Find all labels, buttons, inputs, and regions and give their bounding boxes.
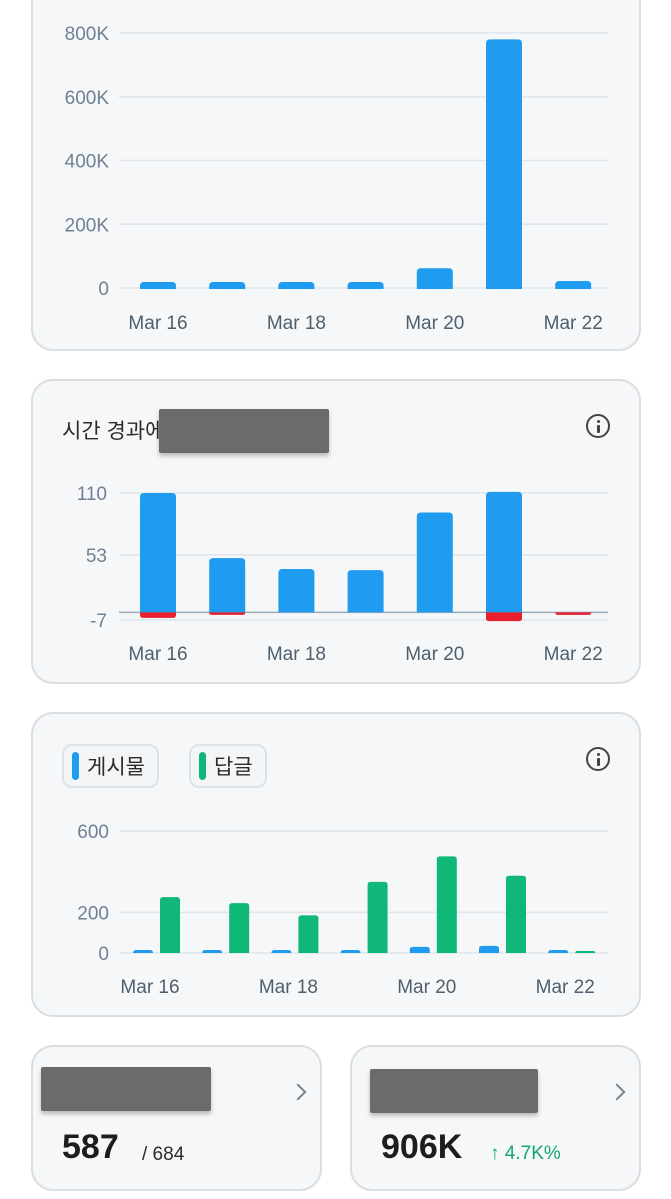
bar-replies — [298, 915, 319, 953]
redacted-label-block — [41, 1067, 211, 1111]
chevron-right-icon[interactable] — [608, 1083, 626, 1101]
stat-card-1[interactable]: 587 / 684 — [31, 1045, 322, 1191]
stat-change: ↑ 4.7K% — [490, 1143, 561, 1164]
y-tick-label: 0 — [98, 944, 109, 965]
x-tick-label: Mar 20 — [397, 977, 456, 998]
legend-label-replies: 답글 — [214, 756, 253, 779]
bar-posts — [271, 950, 292, 953]
chart-card-1: 0 200K 400K 600K 800K Mar 16 Mar 18 Mar 20 Mar 2… — [31, 0, 641, 351]
x-tick-label: Mar 18 — [267, 644, 326, 665]
x-tick-label: Mar 16 — [120, 977, 179, 998]
bar-replies — [436, 856, 457, 953]
stat-card-2[interactable]: 906K ↑ 4.7K% — [350, 1045, 641, 1191]
y-tick-label: 200K — [65, 215, 110, 236]
chart-card-3: 게시물 답글 0 200 600 Mar 16 Mar 18 Mar 20 Mar 22 — [31, 712, 641, 1017]
y-tick-label: -7 — [90, 611, 107, 632]
x-tick-label: Mar 22 — [544, 313, 603, 334]
bar — [416, 268, 453, 289]
stat-value: 906K — [381, 1128, 463, 1166]
stat-total: / 684 — [142, 1144, 185, 1165]
bar-negative — [140, 612, 176, 618]
bar — [209, 282, 246, 289]
bar-posts — [340, 949, 361, 953]
bar — [278, 282, 315, 289]
legend-swatch-posts — [72, 752, 79, 780]
legend-replies[interactable]: 답글 — [189, 744, 267, 788]
stat-value: 587 — [62, 1128, 119, 1166]
bar-negative — [555, 612, 592, 615]
bar — [486, 39, 522, 289]
bar — [140, 282, 176, 289]
info-icon[interactable] — [586, 414, 610, 438]
y-tick-label: 600K — [65, 88, 110, 109]
bar — [555, 280, 592, 289]
bar-chart-3: 0 200 600 Mar 16 Mar 18 Mar 20 Mar 22 — [77, 822, 608, 998]
bar-positive — [209, 558, 246, 613]
x-tick-label: Mar 22 — [536, 977, 595, 998]
x-tick-label: Mar 18 — [259, 977, 318, 998]
bar-positive — [416, 512, 453, 613]
legend-swatch-replies — [199, 752, 206, 780]
x-tick-label: Mar 16 — [128, 644, 187, 665]
bar-posts — [202, 950, 223, 953]
chevron-right-icon[interactable] — [289, 1083, 307, 1101]
bar-positive — [278, 568, 315, 613]
redacted-title-block — [159, 409, 329, 453]
bar-posts — [133, 950, 153, 953]
info-icon[interactable] — [586, 747, 610, 771]
y-tick-label: 800K — [65, 24, 110, 45]
x-tick-label: Mar 20 — [405, 313, 464, 334]
chart-title: 시간 경과에 — [62, 420, 165, 443]
bar-chart-1: 0 200K 400K 600K 800K Mar 16 Mar 18 Mar 20 Mar 2… — [65, 24, 608, 334]
bar-chart-2: -7 53 110 Mar 16 Mar 18 Mar 20 Mar 22 — [77, 484, 608, 665]
legend-label-posts: 게시물 — [87, 756, 145, 779]
bar-positive — [347, 570, 384, 613]
bar-posts — [548, 950, 569, 953]
y-tick-label: 200 — [77, 903, 109, 924]
y-tick-label: 400K — [65, 152, 110, 173]
bar-replies — [229, 903, 250, 953]
bar-positive — [140, 493, 176, 613]
y-tick-label: 53 — [86, 546, 107, 567]
bar-replies — [575, 951, 596, 953]
x-tick-label: Mar 16 — [128, 313, 187, 334]
bar-positive — [486, 491, 522, 613]
bar-replies — [506, 875, 526, 953]
bar-negative — [486, 612, 522, 622]
x-tick-label: Mar 20 — [405, 644, 464, 665]
x-tick-label: Mar 22 — [544, 644, 603, 665]
bar-replies — [367, 881, 388, 953]
x-tick-label: Mar 18 — [267, 313, 326, 334]
y-tick-label: 600 — [77, 822, 109, 843]
y-tick-label: 110 — [77, 484, 107, 505]
chart-card-2: 시간 경과에 -7 53 110 Mar 16 Mar 18 Mar 20 Mar 22 — [31, 379, 641, 684]
bar — [347, 282, 384, 289]
bar-negative — [209, 612, 246, 615]
y-tick-label: 0 — [98, 279, 109, 300]
bar-posts — [479, 945, 499, 953]
bar-posts — [409, 946, 430, 953]
bar-replies — [160, 897, 180, 953]
legend-posts[interactable]: 게시물 — [62, 744, 159, 788]
redacted-label-block — [370, 1069, 538, 1113]
